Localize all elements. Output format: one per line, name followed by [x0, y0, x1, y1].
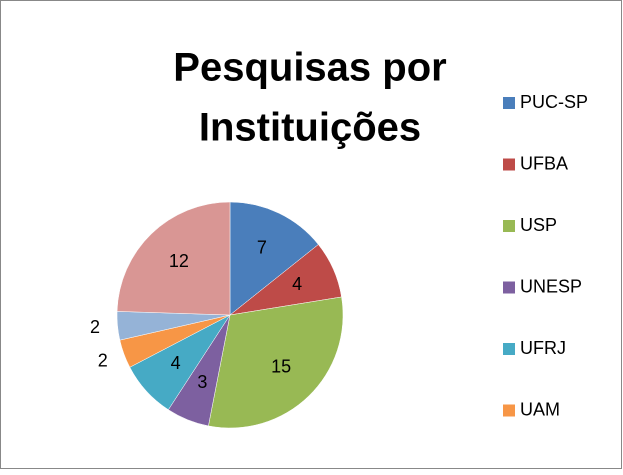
- legend-label: UFRJ: [520, 338, 566, 358]
- legend-swatch: [503, 281, 515, 294]
- legend-label: PUC-SP: [520, 92, 588, 112]
- chart-title: Instituições: [199, 106, 421, 150]
- chart-title: Pesquisas por: [173, 46, 446, 90]
- data-label: 2: [98, 351, 108, 371]
- data-label: 7: [257, 238, 267, 258]
- legend-label: USP: [520, 215, 557, 235]
- legend-label: UAM: [520, 399, 560, 419]
- legend-swatch: [503, 158, 515, 171]
- pie-slice: [208, 296, 344, 429]
- legend-label: UNESP: [520, 276, 582, 296]
- legend-swatch: [503, 97, 515, 109]
- legend-swatch: [503, 220, 515, 232]
- data-label: 12: [169, 251, 189, 271]
- legend-label: UFBA: [520, 153, 568, 173]
- legend-swatch: [503, 404, 515, 417]
- data-label: 2: [90, 317, 100, 337]
- data-label: 3: [197, 372, 207, 392]
- pie-slice: [116, 201, 231, 316]
- data-label: 4: [171, 353, 181, 373]
- pie-slice: [229, 201, 319, 316]
- data-label: 15: [271, 357, 291, 377]
- legend-swatch: [503, 343, 515, 355]
- data-label: 4: [292, 274, 302, 294]
